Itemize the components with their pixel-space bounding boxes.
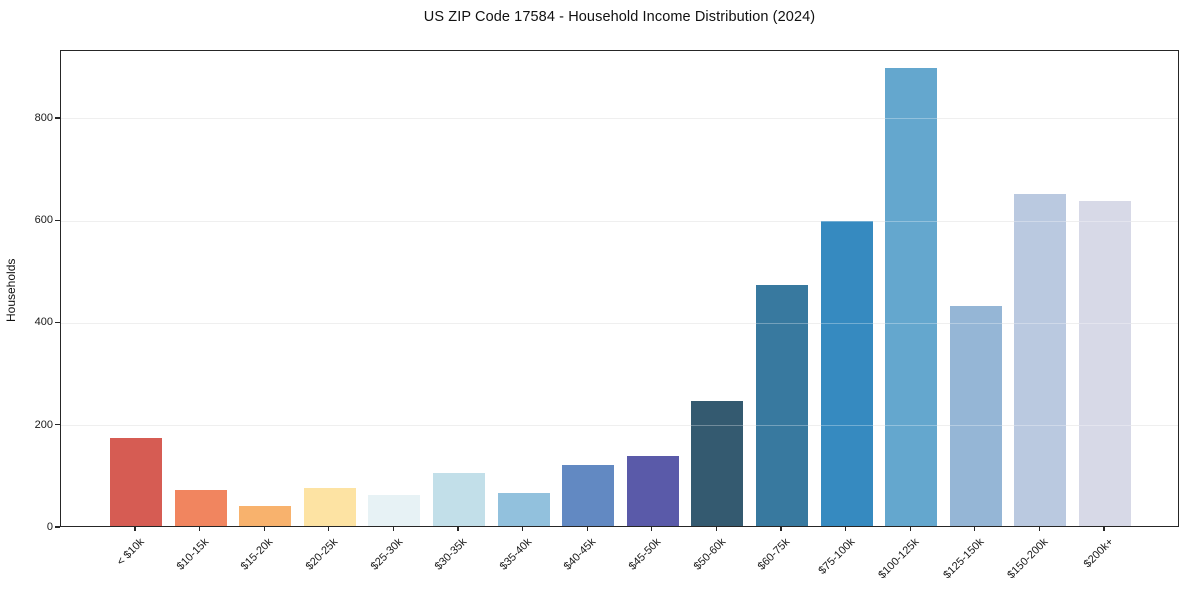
x-tick-label: $125-150k (941, 536, 987, 582)
x-tick-mark (328, 527, 330, 531)
gridline (61, 118, 1178, 120)
bar-10k (110, 438, 162, 526)
bar-60-75k (756, 284, 808, 526)
y-tick-label: 600 (34, 214, 53, 227)
bar-35-40k (497, 493, 550, 526)
y-tick-label: 0 (46, 521, 53, 533)
bar-25-30k (368, 495, 421, 526)
plot-area (60, 50, 1179, 527)
x-tick-mark (263, 527, 265, 531)
x-tick-mark (974, 527, 976, 531)
bar-125-150k (949, 305, 1002, 526)
x-tick-mark (780, 527, 782, 531)
y-axis-title: Households (4, 258, 18, 322)
x-tick-label: $10-15k (174, 536, 212, 573)
bars-layer (61, 51, 1178, 526)
bar-45-50k (626, 456, 679, 526)
x-tick-mark (522, 527, 524, 531)
y-tick-mark (55, 219, 60, 221)
y-tick-label: 800 (34, 111, 53, 124)
y-tick-mark (55, 526, 60, 528)
bar-200k (1079, 200, 1131, 526)
bar-20-25k (303, 488, 356, 526)
bar-75-100k (820, 221, 873, 526)
x-tick-label: $25-30k (368, 536, 405, 573)
x-tick-label: $15-20k (239, 536, 276, 573)
bar-50-60k (691, 401, 744, 526)
x-tick-label: $150-200k (1005, 536, 1051, 582)
x-tick-mark (457, 527, 459, 531)
x-tick-mark (845, 527, 847, 531)
bar-150-200k (1014, 193, 1067, 526)
y-tick-mark (55, 424, 60, 426)
x-tick-label: $35-40k (497, 536, 535, 573)
x-tick-mark (715, 527, 717, 531)
chart-title: US ZIP Code 17584 - Household Income Dis… (423, 9, 816, 25)
x-tick-label: $20-25k (303, 536, 341, 573)
x-tick-label: < $10k (114, 536, 147, 569)
x-tick-mark (651, 527, 653, 531)
y-tick-mark (55, 321, 60, 324)
x-tick-label: $100-125k (876, 536, 922, 582)
x-tick-mark (586, 527, 588, 531)
gridline (61, 322, 1178, 324)
bar-30-35k (433, 472, 485, 526)
x-tick-label: $40-45k (562, 536, 599, 573)
x-tick-label: $60-75k (755, 536, 793, 573)
bar-10-15k (174, 490, 227, 526)
x-tick-label: $45-50k (626, 536, 664, 573)
y-tick-label: 400 (34, 316, 53, 329)
x-tick-mark (909, 527, 911, 531)
y-tick-mark (55, 117, 60, 119)
x-tick-mark (1038, 527, 1040, 531)
gridline (61, 220, 1178, 222)
y-tick-label: 200 (34, 418, 53, 431)
bar-40-45k (562, 464, 615, 526)
gridlines-layer (61, 51, 1178, 526)
x-tick-label: $30-35k (432, 536, 470, 573)
x-tick-mark (392, 527, 394, 531)
x-tick-label: $75-100k (816, 536, 858, 577)
bar-15-20k (239, 505, 292, 526)
x-tick-mark (134, 527, 136, 531)
x-tick-mark (199, 527, 201, 531)
bar-100-125k (885, 67, 938, 526)
x-tick-label: $50-60k (691, 536, 728, 573)
x-tick-label: $200k+ (1081, 536, 1116, 571)
gridline (61, 425, 1178, 427)
x-tick-mark (1103, 527, 1105, 531)
